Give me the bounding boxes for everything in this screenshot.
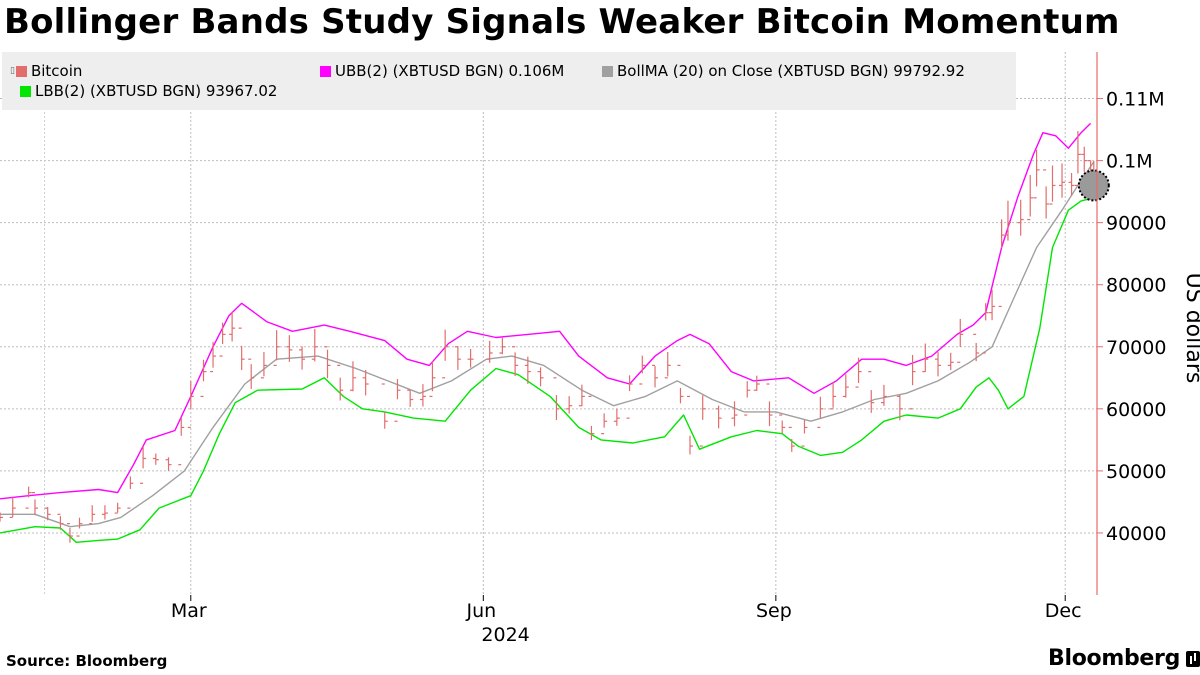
brand-logo: Bloomberg [1048,646,1200,671]
source-note: Source: Bloomberg [6,652,168,670]
x-tick-label: Mar [171,600,207,622]
brand-wordmark: Bloomberg [1048,646,1181,671]
legend: ▯ Bitcoin UBB(2) (XBTUSD BGN) 0.106M Bol… [2,52,1016,110]
legend-swatch-bollma [602,65,613,77]
y-tick-label: 90000 [1106,213,1166,235]
y-axis-label: US dollars [1181,273,1200,384]
legend-swatch-lbb [20,85,31,97]
legend-label-lbb: LBB(2) (XBTUSD BGN) 93967.02 [35,82,278,100]
legend-item-ubb[interactable]: UBB(2) (XBTUSD BGN) 0.106M [320,62,564,80]
x-tick-label: Dec [1045,600,1082,622]
series-line-lbb2 [0,197,1094,543]
series-line-bollma [0,161,1095,528]
x-tick-label: Jun [465,600,496,622]
legend-label-bollma: BollMA (20) on Close (XBTUSD BGN) 99792.… [617,62,965,80]
legend-swatch-bitcoin [15,65,27,77]
legend-swatch-ubb [320,65,331,77]
tick-labels: 40000 50000 60000 70000 80000 90000 0.1M 0.11M M… [171,89,1167,646]
series-line-ubb2 [0,122,1092,500]
legend-item-lbb[interactable]: LBB(2) (XBTUSD BGN) 93967.02 [20,82,277,100]
legend-label-bitcoin: Bitcoin [30,62,83,80]
axes [190,52,1103,601]
legend-label-ubb: UBB(2) (XBTUSD BGN) 0.106M [335,62,565,80]
grid-lines [0,52,1097,595]
chart-title: Bollinger Bands Study Signals Weaker Bit… [4,2,1120,42]
x-axis-year-label: 2024 [481,624,529,646]
legend-item-bollma[interactable]: BollMA (20) on Close (XBTUSD BGN) 99792.… [602,62,965,80]
y-tick-label: 80000 [1106,275,1166,297]
y-axis-label-text: US dollars [1181,273,1200,384]
bloomberg-chart-icon [1186,650,1200,667]
ohlc-glyph-icon: ▯ [10,66,15,76]
y-tick-label: 0.1M [1106,151,1153,173]
legend-item-bitcoin[interactable]: ▯ Bitcoin [10,62,82,80]
x-tick-label: Sep [756,600,792,622]
y-tick-label: 70000 [1106,337,1166,359]
y-tick-label: 60000 [1106,399,1166,421]
y-tick-label: 40000 [1106,523,1166,545]
y-tick-label: 0.11M [1106,89,1165,111]
series-layer [0,122,1110,543]
y-tick-label: 50000 [1106,461,1166,483]
highlight-circle [1077,169,1110,202]
